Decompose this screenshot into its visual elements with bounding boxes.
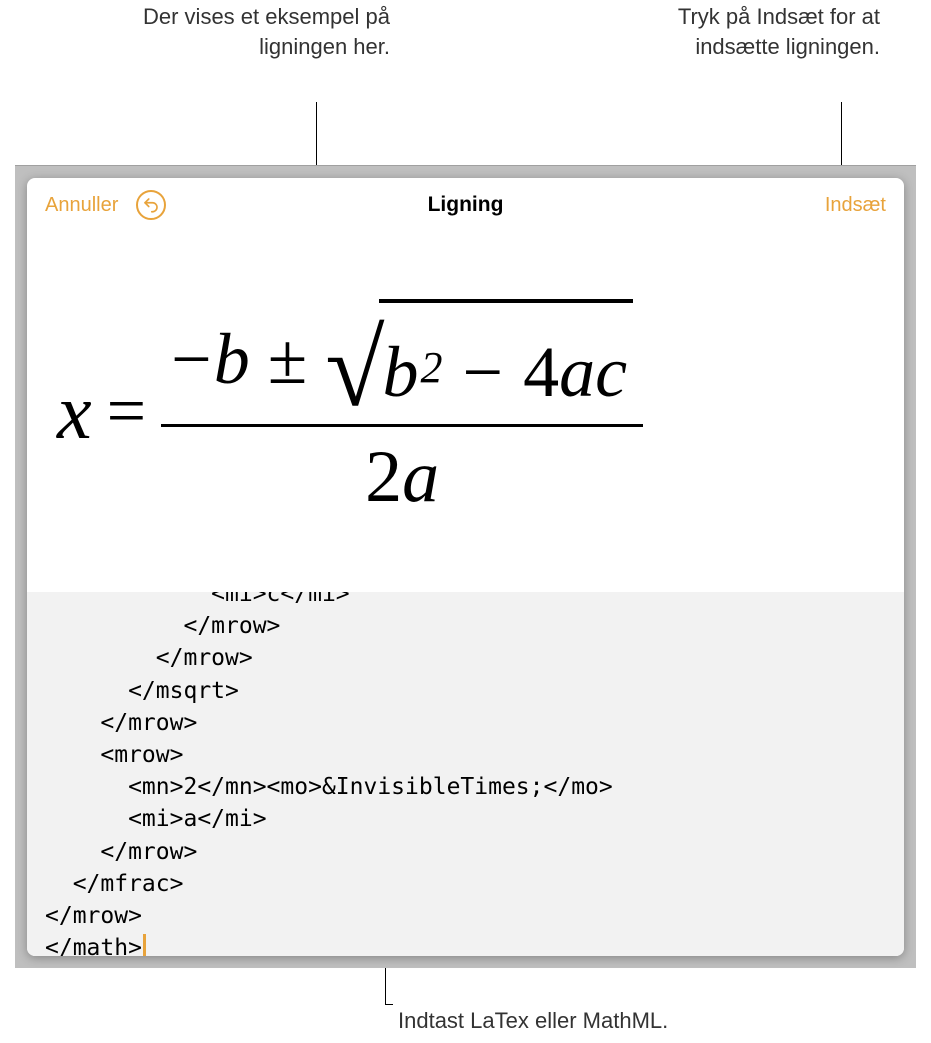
eq-exp-2: 2 (421, 342, 443, 393)
eq-denominator: 2a (365, 427, 439, 524)
eq-var-b: b (214, 318, 250, 401)
equation-dialog: Annuller Ligning Indsæt x = − b (27, 178, 904, 956)
sqrt-sign: √ (325, 316, 384, 424)
eq-minus: − (463, 331, 504, 414)
equation-preview: x = − b ± √ b 2 − 4 (27, 232, 904, 592)
callout-line (385, 1004, 393, 1005)
dialog-title: Ligning (428, 193, 504, 217)
eq-plusminus: ± (268, 318, 308, 401)
eq-var-b2: b (383, 331, 419, 414)
eq-num-4: 4 (523, 331, 559, 414)
mathml-code-text: <mi>c</mi> </mrow> </mrow> </msqrt> </mr… (45, 592, 886, 956)
callout-insert: Tryk på Indsæt for at indsætte ligningen… (620, 2, 880, 61)
callout-preview: Der vises et eksempel på ligningen her. (130, 2, 390, 61)
dialog-toolbar: Annuller Ligning Indsæt (27, 178, 904, 232)
toolbar-left-group: Annuller (45, 190, 166, 220)
device-frame: Annuller Ligning Indsæt x = − b (15, 165, 916, 968)
undo-icon (142, 196, 160, 214)
eq-neg: − (171, 318, 212, 401)
eq-numerator: − b ± √ b 2 − 4 a c (161, 301, 643, 424)
eq-var-c: c (595, 331, 627, 414)
callout-line (385, 968, 386, 1004)
cancel-button[interactable]: Annuller (45, 194, 118, 217)
callout-line (316, 102, 317, 165)
equation-render: x = − b ± √ b 2 − 4 (57, 301, 643, 524)
sqrt-radicand: b 2 − 4 a c (379, 299, 634, 414)
eq-var-x: x (57, 367, 92, 457)
eq-fraction: − b ± √ b 2 − 4 a c (161, 301, 643, 524)
undo-button[interactable] (136, 190, 166, 220)
callout-line (841, 102, 842, 165)
eq-sqrt: √ b 2 − 4 a c (325, 306, 633, 414)
eq-var-a: a (559, 331, 595, 414)
callout-input-hint: Indtast LaTex eller MathML. (398, 1006, 798, 1036)
eq-num-2: 2 (365, 436, 402, 518)
eq-var-a2: a (402, 436, 439, 518)
text-cursor (143, 934, 146, 956)
eq-equals: = (107, 372, 146, 452)
mathml-input[interactable]: <mi>c</mi> </mrow> </mrow> </msqrt> </mr… (27, 592, 904, 956)
insert-button[interactable]: Indsæt (825, 194, 886, 217)
